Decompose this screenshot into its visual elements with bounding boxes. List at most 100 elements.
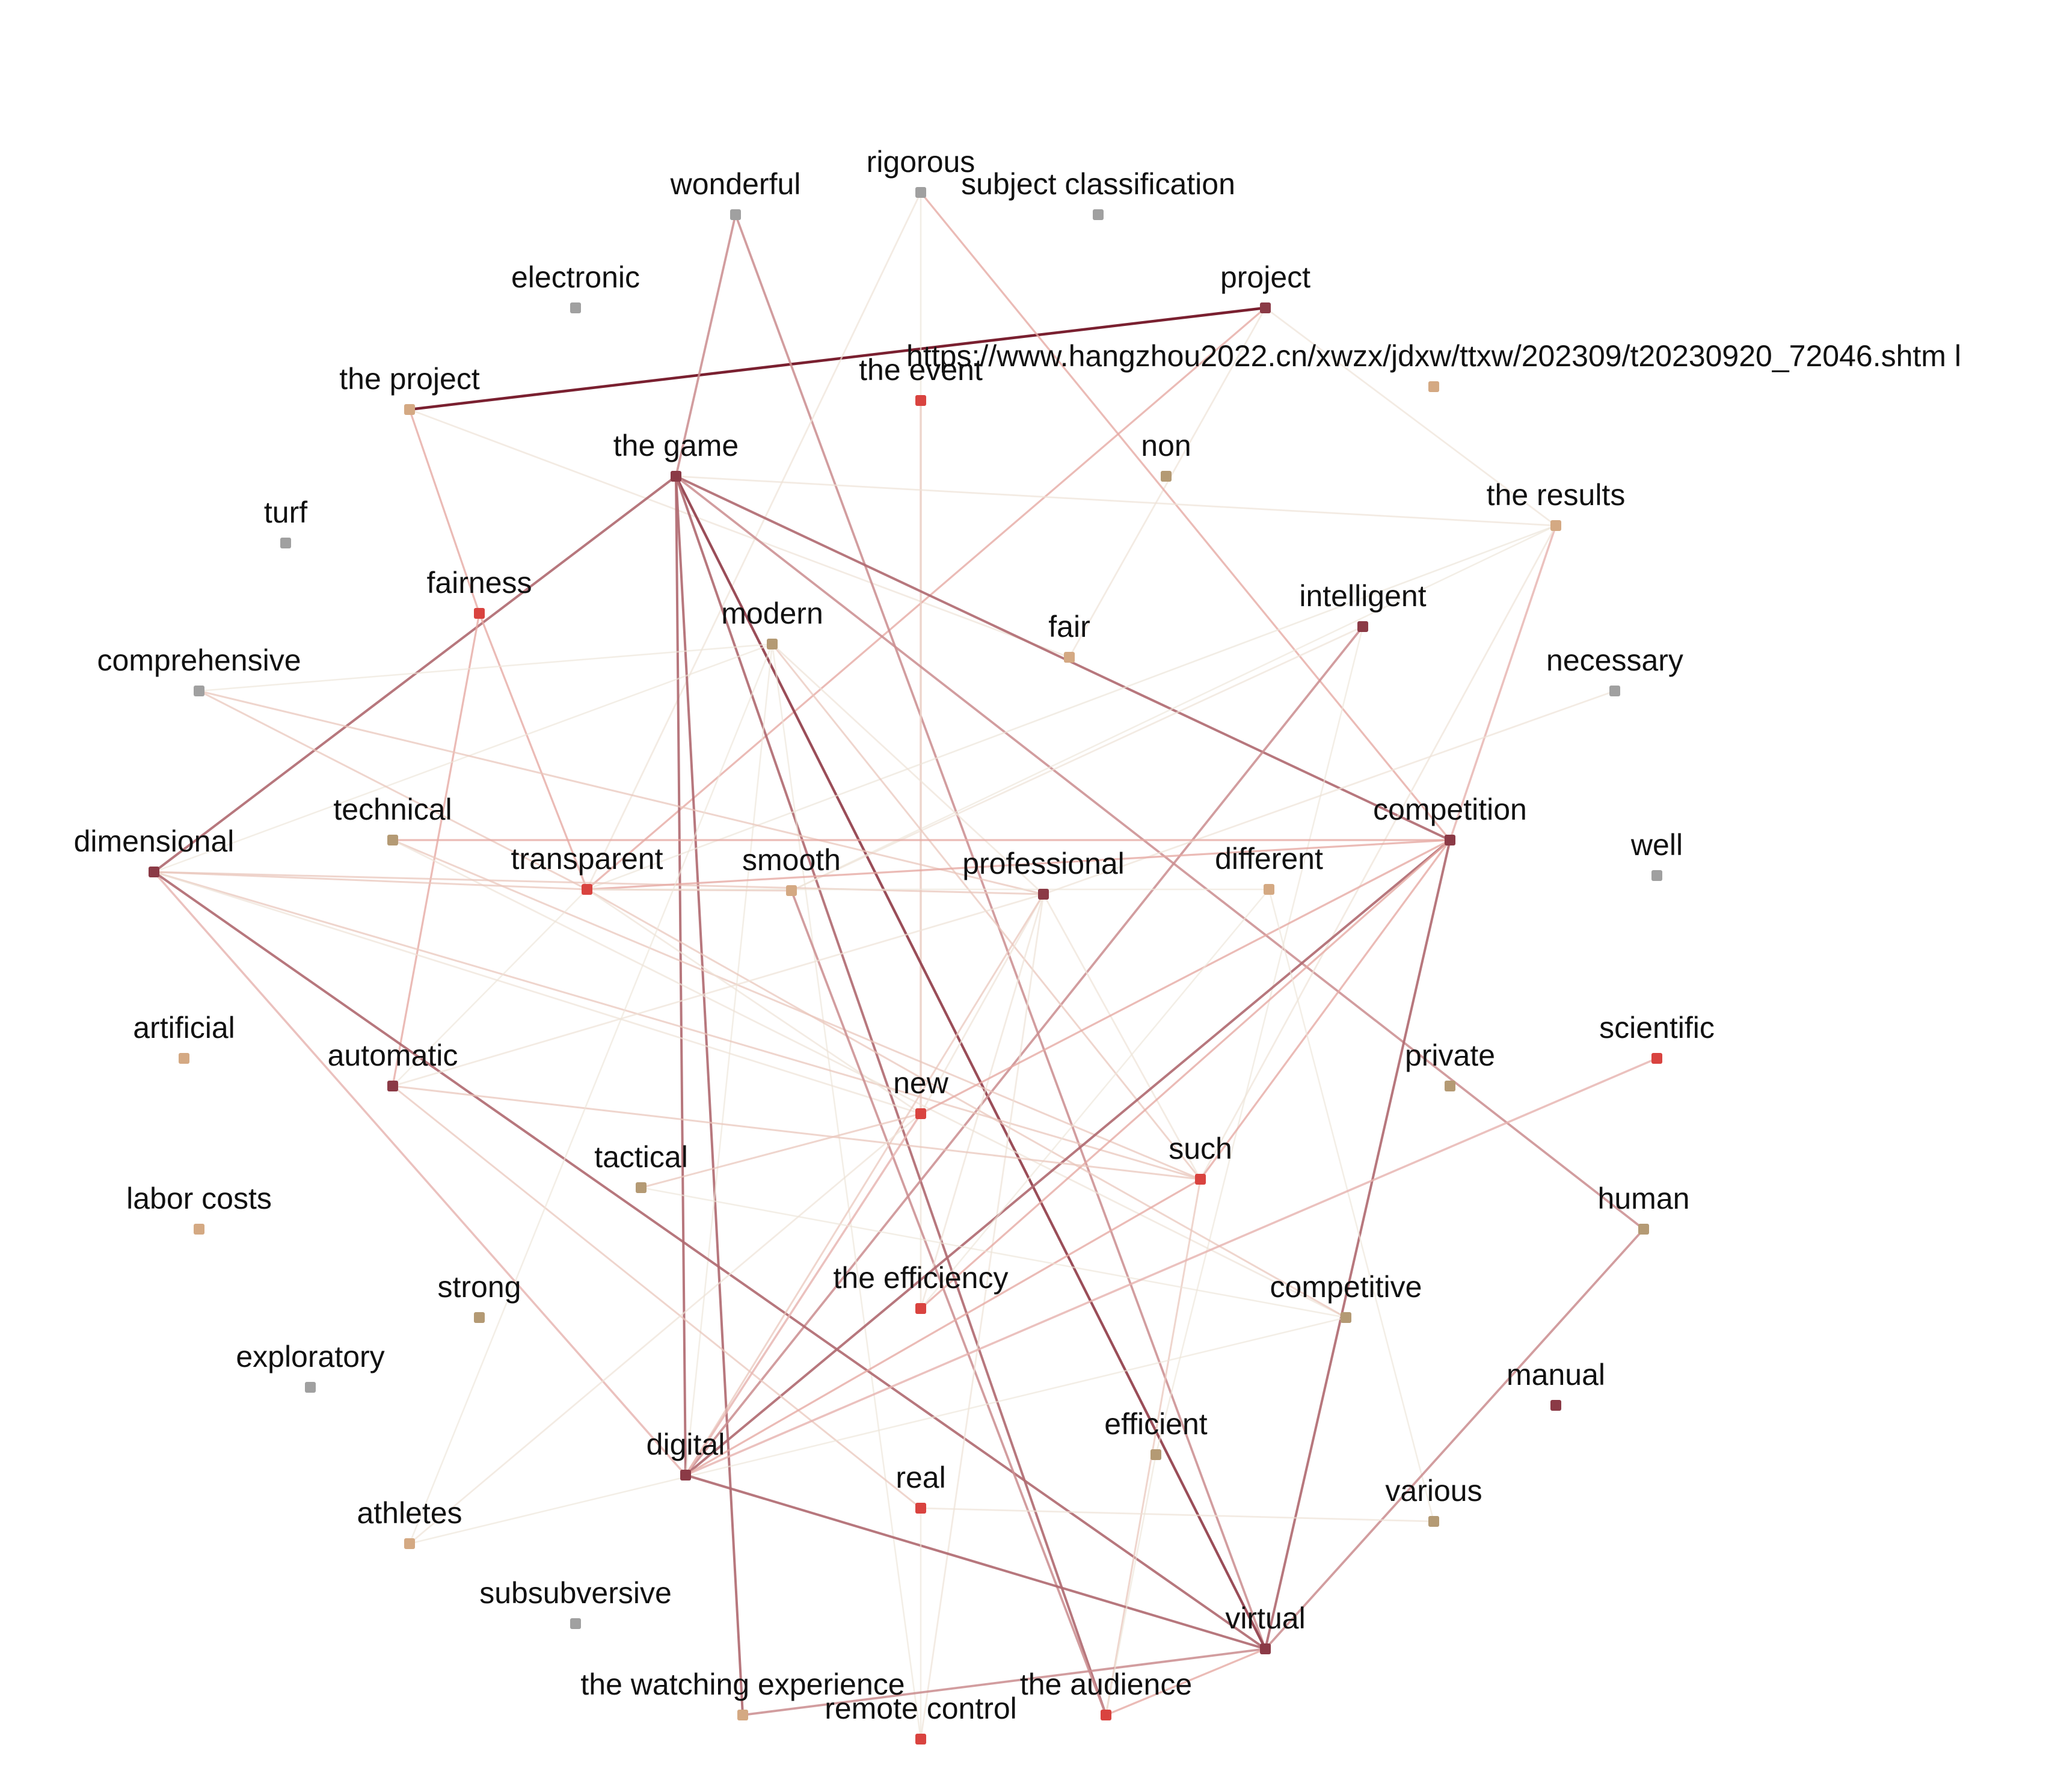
- node-the-project[interactable]: the project: [339, 362, 480, 415]
- node-electronic[interactable]: electronic: [511, 260, 640, 313]
- node-marker-the-game[interactable]: [671, 471, 681, 482]
- node-marker-smooth[interactable]: [786, 885, 797, 896]
- node-marker-new[interactable]: [915, 1108, 926, 1119]
- node-non[interactable]: non: [1141, 429, 1191, 482]
- node-virtual[interactable]: virtual: [1225, 1601, 1306, 1654]
- node-marker-tactical[interactable]: [636, 1182, 647, 1193]
- node-the-audience[interactable]: the audience: [1020, 1668, 1192, 1720]
- node-marker-subject-classification[interactable]: [1093, 209, 1104, 220]
- node-scientific[interactable]: scientific: [1599, 1011, 1715, 1064]
- node-marker-modern[interactable]: [767, 639, 778, 649]
- node-marker-professional[interactable]: [1038, 889, 1049, 900]
- node-new[interactable]: new: [893, 1066, 949, 1119]
- node-marker-necessary[interactable]: [1609, 686, 1620, 696]
- node-marker-efficient[interactable]: [1150, 1449, 1161, 1460]
- node-competitive[interactable]: competitive: [1270, 1270, 1422, 1323]
- node-subsubversive[interactable]: subsubversive: [479, 1576, 672, 1629]
- node-marker-rigorous[interactable]: [915, 187, 926, 198]
- node-marker-subsubversive[interactable]: [570, 1618, 581, 1629]
- node-marker-exploratory[interactable]: [305, 1382, 316, 1393]
- node-marker-technical[interactable]: [387, 835, 398, 845]
- node-project[interactable]: project: [1220, 260, 1310, 313]
- node-modern[interactable]: modern: [721, 597, 823, 649]
- node-artificial[interactable]: artificial: [133, 1011, 235, 1064]
- node-marker-electronic[interactable]: [570, 302, 581, 313]
- node-marker-comprehensive[interactable]: [194, 686, 204, 696]
- node-smooth[interactable]: smooth: [742, 843, 841, 896]
- node-the-results[interactable]: the results: [1487, 478, 1626, 531]
- node-necessary[interactable]: necessary: [1546, 643, 1683, 696]
- node-fairness[interactable]: fairness: [426, 566, 532, 619]
- node-digital[interactable]: digital: [647, 1428, 725, 1481]
- node-transparent[interactable]: transparent: [511, 842, 663, 895]
- node-marker-labor-costs[interactable]: [194, 1224, 204, 1235]
- node-marker-the-project[interactable]: [404, 404, 415, 415]
- node-labor-costs[interactable]: labor costs: [126, 1182, 272, 1235]
- node-marker-different[interactable]: [1264, 884, 1274, 895]
- node-marker-intelligent[interactable]: [1357, 621, 1368, 632]
- node-remote-control[interactable]: remote control: [825, 1692, 1017, 1744]
- node-url[interactable]: https://www.hangzhou2022.cn/xwzx/jdxw/tt…: [906, 339, 1961, 392]
- node-turf[interactable]: turf: [264, 496, 307, 548]
- node-marker-the-results[interactable]: [1550, 520, 1561, 531]
- node-marker-various[interactable]: [1428, 1516, 1439, 1527]
- node-marker-automatic[interactable]: [387, 1081, 398, 1091]
- node-manual[interactable]: manual: [1507, 1358, 1605, 1411]
- node-marker-virtual[interactable]: [1260, 1643, 1271, 1654]
- node-marker-url[interactable]: [1428, 381, 1439, 392]
- node-competition[interactable]: competition: [1373, 793, 1527, 845]
- node-fair[interactable]: fair: [1048, 610, 1090, 663]
- node-marker-artificial[interactable]: [179, 1053, 189, 1064]
- node-marker-project[interactable]: [1260, 302, 1271, 313]
- node-marker-wonderful[interactable]: [730, 209, 741, 220]
- node-professional[interactable]: professional: [962, 847, 1125, 900]
- node-intelligent[interactable]: intelligent: [1299, 579, 1427, 632]
- node-well[interactable]: well: [1630, 828, 1683, 881]
- node-human[interactable]: human: [1598, 1182, 1690, 1235]
- node-dimensional[interactable]: dimensional: [74, 824, 235, 877]
- node-marker-the-efficiency[interactable]: [915, 1303, 926, 1314]
- node-marker-such[interactable]: [1195, 1174, 1206, 1185]
- node-the-game[interactable]: the game: [613, 429, 739, 482]
- node-marker-the-event[interactable]: [915, 395, 926, 406]
- node-marker-well[interactable]: [1651, 870, 1662, 881]
- node-the-watching-experience[interactable]: the watching experience: [580, 1668, 905, 1720]
- node-marker-remote-control[interactable]: [915, 1734, 926, 1744]
- node-wonderful[interactable]: wonderful: [670, 167, 801, 220]
- node-the-event[interactable]: the event: [859, 353, 983, 406]
- node-subject-classification[interactable]: subject classification: [961, 167, 1235, 220]
- node-marker-dimensional[interactable]: [149, 867, 159, 877]
- node-comprehensive[interactable]: comprehensive: [97, 643, 301, 696]
- node-marker-competitive[interactable]: [1341, 1312, 1351, 1323]
- node-different[interactable]: different: [1215, 842, 1323, 895]
- node-marker-turf[interactable]: [280, 538, 291, 548]
- node-various[interactable]: various: [1385, 1474, 1482, 1527]
- node-technical[interactable]: technical: [333, 793, 452, 845]
- node-real[interactable]: real: [896, 1461, 946, 1514]
- node-marker-the-audience[interactable]: [1101, 1710, 1111, 1720]
- node-marker-the-watching-experience[interactable]: [737, 1710, 748, 1720]
- node-marker-manual[interactable]: [1550, 1400, 1561, 1411]
- node-marker-digital[interactable]: [680, 1470, 691, 1481]
- node-such[interactable]: such: [1169, 1132, 1232, 1185]
- node-marker-athletes[interactable]: [404, 1538, 415, 1549]
- node-athletes[interactable]: athletes: [357, 1496, 462, 1549]
- node-marker-scientific[interactable]: [1651, 1053, 1662, 1064]
- node-marker-real[interactable]: [915, 1503, 926, 1514]
- node-efficient[interactable]: efficient: [1104, 1407, 1208, 1460]
- node-marker-competition[interactable]: [1445, 835, 1455, 845]
- node-automatic[interactable]: automatic: [328, 1039, 458, 1091]
- node-rigorous[interactable]: rigorous: [867, 145, 975, 198]
- node-marker-transparent[interactable]: [582, 884, 592, 895]
- node-marker-strong[interactable]: [474, 1312, 485, 1323]
- node-marker-private[interactable]: [1445, 1081, 1455, 1091]
- node-strong[interactable]: strong: [438, 1270, 521, 1323]
- node-marker-fairness[interactable]: [474, 608, 485, 619]
- node-marker-fair[interactable]: [1064, 652, 1075, 663]
- node-the-efficiency[interactable]: the efficiency: [834, 1261, 1009, 1314]
- node-exploratory[interactable]: exploratory: [236, 1340, 385, 1393]
- node-private[interactable]: private: [1405, 1039, 1495, 1091]
- node-marker-human[interactable]: [1638, 1224, 1649, 1235]
- node-tactical[interactable]: tactical: [594, 1140, 688, 1193]
- node-marker-non[interactable]: [1161, 471, 1172, 482]
